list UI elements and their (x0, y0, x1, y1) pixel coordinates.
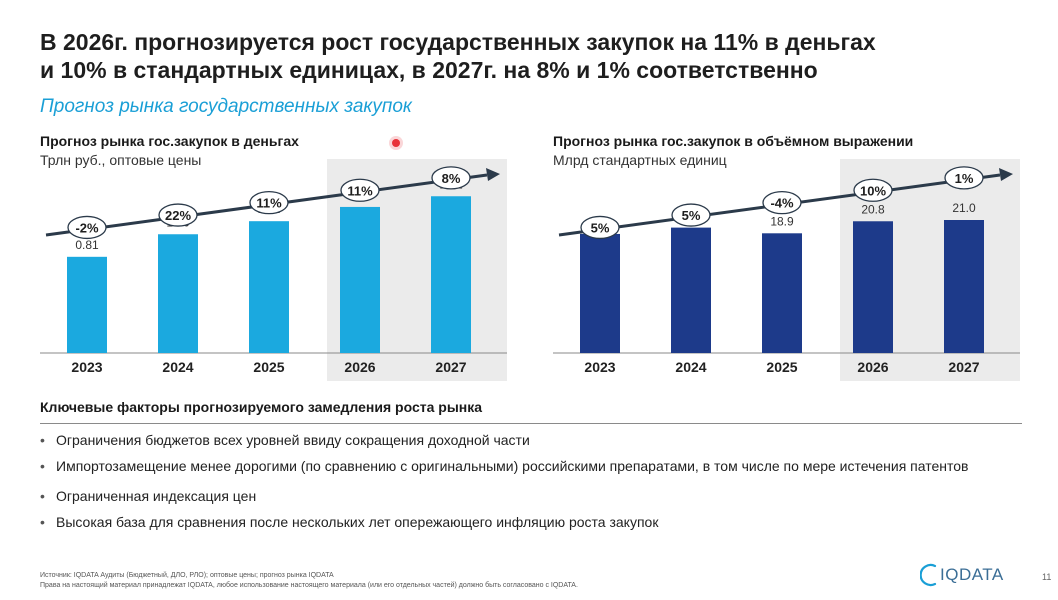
money-growth-label: 11% (256, 196, 282, 211)
money-value-label: 0.81 (75, 238, 99, 252)
volume-value-label: 20.8 (861, 202, 885, 216)
money-growth-badge (249, 191, 289, 215)
money-category-label: 2024 (162, 359, 193, 375)
money-growth-badge (431, 166, 471, 190)
volume-growth-label: 10% (860, 183, 886, 198)
factors-title: Ключевые факторы прогнозируемого замедле… (40, 399, 483, 415)
rights-line: Права на настоящий материал принадлежат … (40, 582, 578, 589)
volume-value-label: 18.9 (770, 214, 794, 228)
volume-category-label: 2024 (675, 359, 706, 375)
section-subtitle: Прогноз рынка государственных закупок (40, 96, 412, 117)
money-chart-unit: Трлн руб., оптовые цены (40, 152, 202, 168)
money-category-label: 2025 (253, 359, 284, 375)
money-growth-badge (340, 178, 380, 202)
money-growth-badge (158, 203, 198, 227)
volume-bar-2023 (580, 233, 620, 353)
page-title: В 2026г. прогнозируется рост государстве… (40, 28, 1040, 84)
volume-category-label: 2025 (766, 359, 797, 375)
money-bar-2024 (158, 234, 198, 353)
money-bar-2023 (67, 256, 107, 353)
money-growth-label: 22% (165, 208, 191, 223)
money-growth-label: -2% (75, 220, 99, 235)
page-title-line-2: и 10% в стандартных единицах, в 2027г. н… (40, 57, 818, 83)
volume-growth-badge (944, 166, 984, 190)
money-category-label: 2023 (71, 359, 102, 375)
volume-growth-label: 5% (591, 220, 610, 235)
volume-trend-arrowhead-icon (999, 168, 1013, 181)
iqdata-arc-icon (920, 563, 937, 587)
money-category-label: 2027 (435, 359, 466, 375)
volume-category-label: 2026 (857, 359, 888, 375)
volume-category-label: 2027 (948, 359, 979, 375)
money-trend-arrowhead-icon (486, 168, 500, 181)
page-title-line-1: В 2026г. прогнозируется рост государстве… (40, 29, 876, 55)
factor-item: Ограниченная индексация цен (40, 488, 1030, 505)
money-bar-2027 (431, 196, 471, 353)
factors-divider (40, 423, 1022, 424)
factors-list: Ограничения бюджетов всех уровней ввиду … (40, 432, 1030, 540)
volume-growth-badge (671, 203, 711, 227)
volume-bar-2026 (853, 221, 893, 353)
volume-growth-label: 1% (955, 171, 974, 186)
money-bar-chart: 0.812023-2%1.00202422%1.11202511%1.23202… (40, 159, 507, 381)
money-bar-2026 (340, 206, 380, 353)
volume-bar-2025 (762, 233, 802, 353)
volume-bar-2027 (944, 220, 984, 353)
source-note: Источник: IQDATA Аудиты (Бюджетный, ДЛО,… (40, 571, 578, 591)
factor-item: Ограничения бюджетов всех уровней ввиду … (40, 432, 1030, 449)
iqdata-logo: IQDATA (920, 563, 1004, 587)
volume-growth-label: -4% (770, 196, 794, 211)
volume-bar-chart: 18.820235%19.820245%18.92025-4%20.820261… (553, 159, 1020, 381)
money-growth-label: 8% (442, 171, 461, 186)
volume-chart-header: Прогноз рынка гос.закупок в объёмном выр… (553, 133, 913, 170)
volume-category-label: 2023 (584, 359, 615, 375)
page-number: 11 (1042, 572, 1052, 582)
factor-item: Высокая база для сравнения после несколь… (40, 514, 1030, 531)
volume-growth-badge (580, 215, 620, 240)
volume-growth-badge (762, 191, 802, 215)
logo-text: IQDATA (940, 565, 1004, 584)
money-chart-header: Прогноз рынка гос.закупок в деньгах Трлн… (40, 133, 299, 170)
volume-growth-badge (853, 178, 893, 202)
money-category-label: 2026 (344, 359, 375, 375)
money-growth-label: 11% (347, 183, 373, 198)
pointer-cursor-icon (392, 139, 400, 147)
money-chart-title: Прогноз рынка гос.закупок в деньгах (40, 133, 299, 149)
volume-bar-2024 (671, 227, 711, 353)
source-line: Источник: IQDATA Аудиты (Бюджетный, ДЛО,… (40, 572, 334, 579)
volume-growth-label: 5% (682, 208, 701, 223)
money-growth-badge (67, 215, 107, 240)
volume-chart-title: Прогноз рынка гос.закупок в объёмном выр… (553, 133, 914, 149)
volume-chart-unit: Млрд стандартных единиц (553, 152, 727, 168)
factor-item: Импортозамещение менее дорогими (по срав… (40, 458, 1030, 475)
money-bar-2025 (249, 221, 289, 353)
volume-value-label: 21.0 (952, 201, 976, 215)
